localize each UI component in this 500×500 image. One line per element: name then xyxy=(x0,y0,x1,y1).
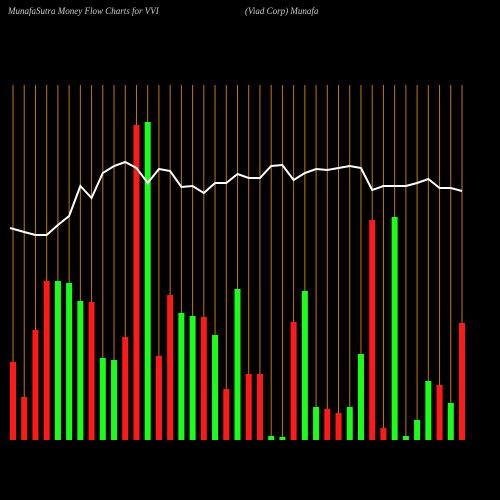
bar xyxy=(32,330,39,440)
bar xyxy=(268,436,275,440)
bar xyxy=(21,397,28,440)
bar xyxy=(324,409,331,440)
bar xyxy=(77,301,84,440)
bar xyxy=(290,322,297,440)
bar xyxy=(66,283,73,440)
bar xyxy=(256,374,263,440)
bar xyxy=(54,281,61,440)
bar xyxy=(88,302,95,440)
bar xyxy=(301,291,308,440)
bar xyxy=(447,403,454,440)
bar xyxy=(391,217,398,440)
bar xyxy=(436,385,443,440)
chart-subtitle: (Viad Corp) Munafa xyxy=(245,6,319,16)
bar xyxy=(133,125,140,440)
chart-title: MunafaSutra Money Flow Charts for VVI xyxy=(7,6,160,16)
bar xyxy=(99,358,106,440)
bar xyxy=(279,437,286,440)
bar xyxy=(200,317,207,440)
bar xyxy=(178,313,185,440)
bar xyxy=(111,360,118,440)
bar xyxy=(144,122,151,440)
bar xyxy=(155,356,162,440)
bar xyxy=(335,413,342,440)
bar xyxy=(425,381,432,440)
bar xyxy=(223,389,230,440)
bar xyxy=(369,220,376,440)
bar xyxy=(313,407,320,440)
money-flow-line xyxy=(9,160,463,236)
bar xyxy=(234,289,241,440)
bar xyxy=(212,335,219,440)
bar xyxy=(122,337,129,440)
bar xyxy=(414,420,421,440)
bar xyxy=(402,436,409,440)
bar xyxy=(346,407,353,440)
bar xyxy=(189,316,196,440)
bar xyxy=(380,428,387,440)
bar xyxy=(167,295,174,440)
bar xyxy=(10,362,16,440)
bar xyxy=(357,354,364,440)
bar xyxy=(459,323,465,440)
bar xyxy=(245,374,252,440)
bar xyxy=(43,281,50,440)
